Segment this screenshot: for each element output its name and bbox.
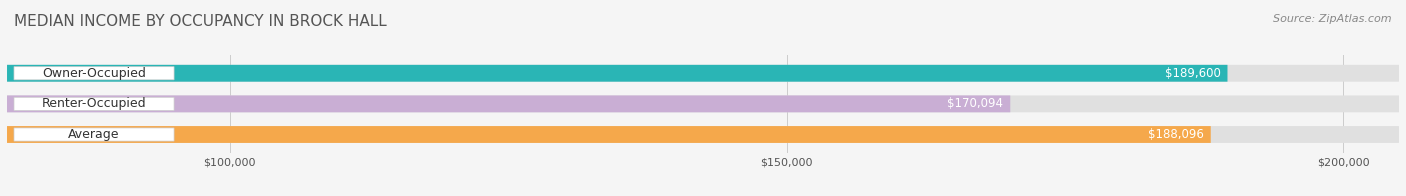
Text: $170,094: $170,094: [948, 97, 1004, 110]
Text: Source: ZipAtlas.com: Source: ZipAtlas.com: [1274, 14, 1392, 24]
FancyBboxPatch shape: [7, 95, 1399, 112]
FancyBboxPatch shape: [14, 97, 174, 111]
Text: $188,096: $188,096: [1147, 128, 1204, 141]
FancyBboxPatch shape: [7, 65, 1399, 82]
FancyBboxPatch shape: [14, 128, 174, 141]
Text: $189,600: $189,600: [1164, 67, 1220, 80]
FancyBboxPatch shape: [7, 95, 1011, 112]
Text: MEDIAN INCOME BY OCCUPANCY IN BROCK HALL: MEDIAN INCOME BY OCCUPANCY IN BROCK HALL: [14, 14, 387, 29]
FancyBboxPatch shape: [7, 126, 1211, 143]
Text: Average: Average: [69, 128, 120, 141]
Text: Owner-Occupied: Owner-Occupied: [42, 67, 146, 80]
FancyBboxPatch shape: [7, 65, 1227, 82]
FancyBboxPatch shape: [14, 67, 174, 80]
Text: Renter-Occupied: Renter-Occupied: [42, 97, 146, 110]
FancyBboxPatch shape: [7, 126, 1399, 143]
